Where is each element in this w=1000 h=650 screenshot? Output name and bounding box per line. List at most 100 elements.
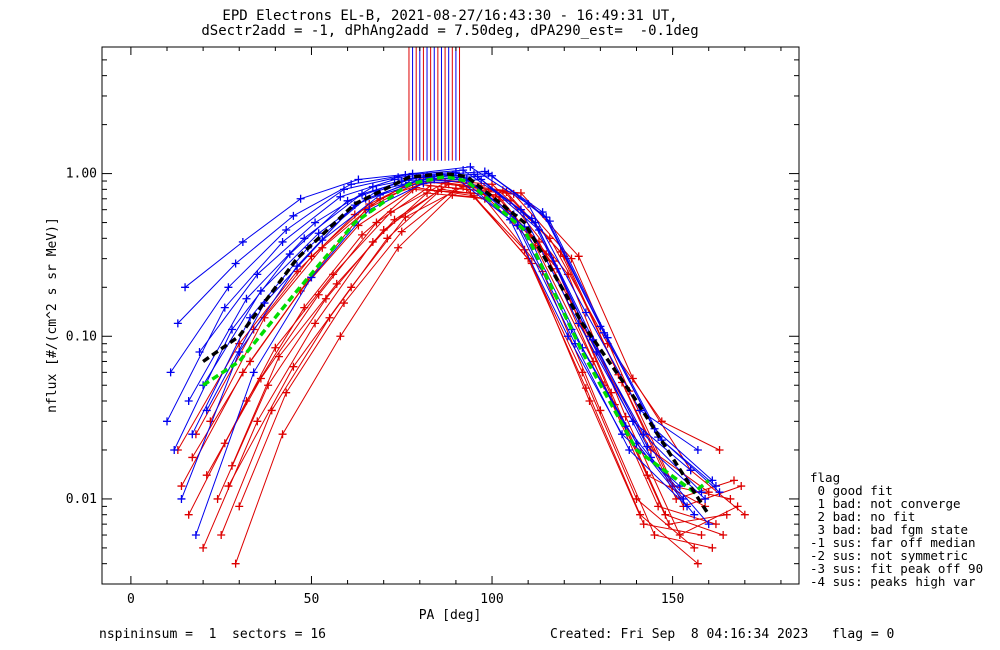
data-point-marker (246, 357, 255, 366)
series-line (177, 169, 692, 471)
data-point-marker (289, 211, 298, 220)
data-point-marker (249, 325, 258, 334)
footer-left: nspininsum = 1 sectors = 16 (99, 627, 326, 642)
legend-item: 0 good fit (810, 483, 893, 498)
chart-title-line1: EPD Electrons EL-B, 2021-08-27/16:43:30 … (222, 8, 678, 24)
data-point-marker (318, 236, 327, 245)
data-point-marker (740, 510, 749, 519)
data-point-marker (220, 439, 229, 448)
data-point-marker (173, 319, 182, 328)
y-tick-label: 0.10 (66, 329, 97, 344)
series-line (209, 178, 720, 451)
data-point-marker (271, 343, 280, 352)
data-point-marker (581, 384, 590, 393)
series-line (195, 178, 710, 536)
data-point-marker (704, 488, 713, 497)
data-point-marker (581, 308, 590, 317)
data-point-marker (451, 184, 460, 193)
data-point-marker (690, 543, 699, 552)
data-point-marker (289, 362, 298, 371)
data-point-marker (372, 218, 381, 227)
legend-item: -4 sus: peaks high var (810, 574, 976, 589)
data-point-marker (625, 445, 634, 454)
data-point-marker (260, 299, 269, 308)
data-point-marker (574, 252, 583, 261)
data-point-marker (516, 188, 525, 197)
data-point-marker (202, 406, 211, 415)
series-line (184, 166, 699, 451)
data-point-marker (618, 430, 627, 439)
data-point-marker (488, 180, 497, 189)
data-point-marker (459, 182, 468, 191)
data-point-marker (282, 226, 291, 235)
data-point-marker (737, 482, 746, 491)
data-point-marker (311, 319, 320, 328)
data-point-marker (675, 531, 684, 540)
data-point-marker (719, 531, 728, 540)
data-point-marker (195, 348, 204, 357)
series-line (206, 175, 720, 493)
data-point-marker (603, 333, 612, 342)
data-point-marker (715, 488, 724, 497)
data-point-marker (202, 471, 211, 480)
legend-item: -1 sus: far off median (810, 535, 976, 550)
data-point-marker (477, 175, 486, 184)
series-line (227, 186, 746, 516)
data-point-marker (347, 283, 356, 292)
x-axis-label: PA [deg] (419, 608, 482, 623)
data-point-marker (596, 406, 605, 415)
data-point-marker (188, 453, 197, 462)
data-point-marker (397, 227, 406, 236)
y-tick-label: 1.00 (66, 167, 97, 182)
data-point-marker (639, 520, 648, 529)
series-layer (163, 162, 749, 568)
series-line (238, 187, 742, 508)
data-point-marker (311, 218, 320, 227)
data-point-marker (358, 230, 367, 239)
series-line (202, 192, 713, 549)
data-point-marker (664, 520, 673, 529)
data-point-marker (191, 531, 200, 540)
data-point-marker (466, 162, 475, 171)
data-point-marker (693, 559, 702, 568)
data-point-marker (293, 262, 302, 271)
series-line (177, 182, 695, 549)
series-line (188, 173, 702, 493)
data-point-marker (336, 332, 345, 341)
data-point-marker (401, 213, 410, 222)
data-point-marker (693, 445, 702, 454)
data-point-marker (184, 510, 193, 519)
data-point-marker (213, 494, 222, 503)
data-point-marker (321, 294, 330, 303)
data-point-marker (220, 303, 229, 312)
data-point-marker (256, 286, 265, 295)
data-point-marker (329, 270, 338, 279)
data-point-marker (354, 175, 363, 184)
data-point-marker (177, 482, 186, 491)
data-point-marker (184, 396, 193, 405)
series-line (188, 187, 702, 536)
data-point-marker (394, 173, 403, 182)
data-point-marker (339, 299, 348, 308)
data-point-marker (231, 259, 240, 268)
x-tick-label: 50 (304, 592, 320, 607)
data-point-marker (715, 445, 724, 454)
data-point-marker (217, 531, 226, 540)
axes: 0 50 100 150 0.01 0.10 1.00 (66, 46, 799, 607)
data-point-marker (697, 488, 706, 497)
data-point-marker (332, 279, 341, 288)
legend-item: -2 sus: not symmetric (810, 548, 969, 563)
data-point-marker (235, 502, 244, 511)
series-line (220, 188, 727, 536)
footer-right: Created: Fri Sep 8 04:16:34 2023 flag = … (550, 627, 895, 642)
data-point-marker (711, 520, 720, 529)
y-tick-label: 0.01 (66, 492, 97, 507)
data-point-marker (307, 252, 316, 261)
series-line (231, 183, 735, 500)
data-point-marker (242, 294, 251, 303)
data-point-marker (224, 283, 233, 292)
legend-item: 3 bad: bad fgm state (810, 522, 969, 537)
data-point-marker (408, 169, 417, 178)
data-point-marker (701, 494, 710, 503)
fit-layer (202, 171, 711, 516)
